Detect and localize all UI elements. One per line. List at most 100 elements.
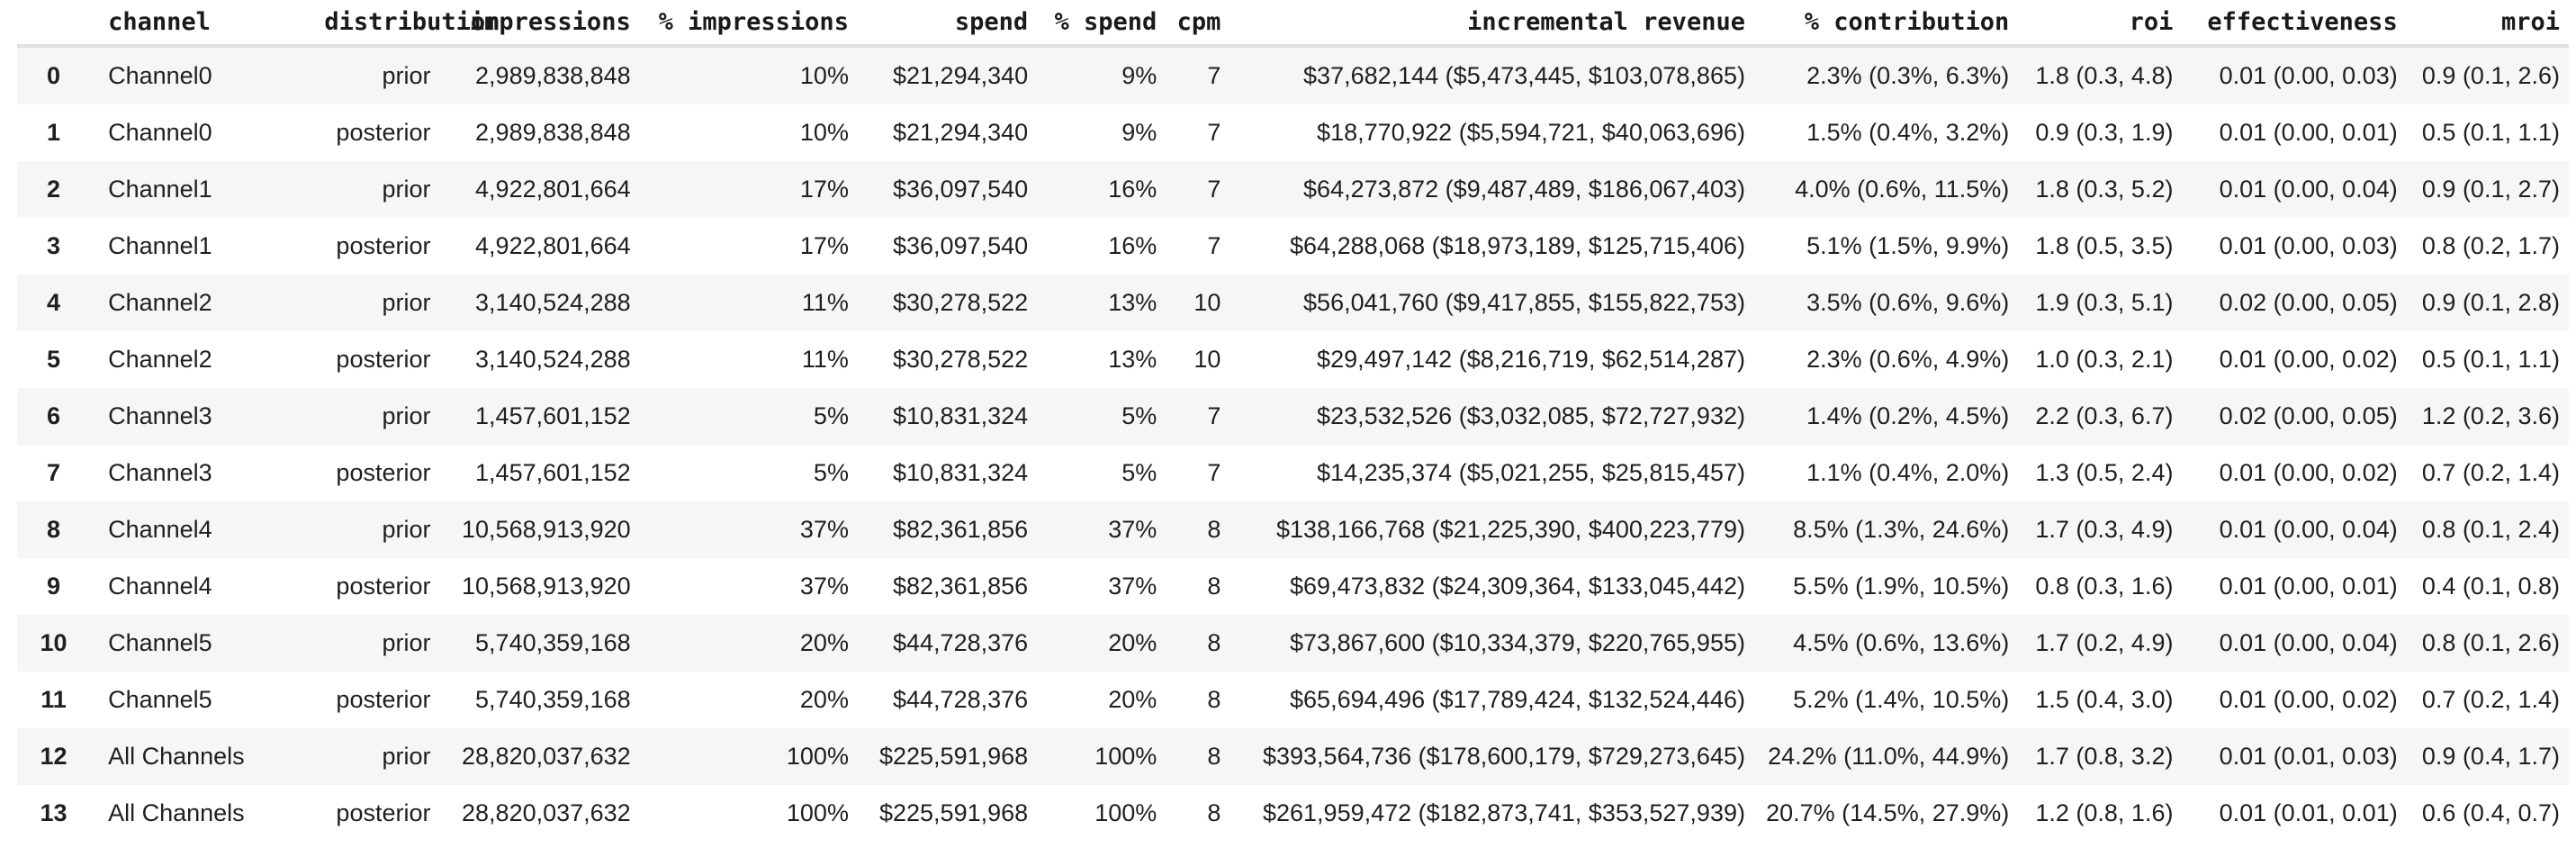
cell-cpm: 10 [1193, 346, 1221, 373]
cell-incremental_revenue: $64,273,872 ($9,487,489, $186,067,403) [1303, 176, 1745, 203]
cell-roi: 1.7 (0.2, 4.9) [2035, 629, 2174, 656]
cell-incremental_revenue: $37,682,144 ($5,473,445, $103,078,865) [1303, 62, 1745, 89]
cell-pct_contribution: 4.5% (0.6%, 13.6%) [1793, 629, 2010, 656]
cell-effectiveness: 0.01 (0.00, 0.02) [2219, 686, 2398, 713]
table-row: 6 Channel3 prior 1,457,601,152 5% $10,831,324… [17, 388, 2569, 445]
cell-impressions: 2,989,838,848 [475, 62, 631, 89]
cell-index: 9 [47, 573, 61, 600]
cell-pct_spend: 5% [1121, 459, 1157, 486]
cell-effectiveness: 0.01 (0.00, 0.03) [2219, 232, 2398, 259]
cell-roi: 1.8 (0.5, 3.5) [2035, 232, 2174, 259]
cell-pct_impressions: 5% [813, 402, 849, 429]
cell-impressions: 1,457,601,152 [475, 402, 631, 429]
cell-spend: $21,294,340 [893, 119, 1029, 146]
cell-index: 1 [47, 119, 61, 146]
cell-channel: Channel1 [108, 176, 212, 203]
cell-index: 6 [47, 402, 61, 429]
column-header-channel: channel [90, 0, 325, 48]
table-row: 1 Channel0 posterior 2,989,838,848 10% $21,29… [17, 104, 2569, 161]
cell-pct_contribution: 3.5% (0.6%, 9.6%) [1806, 289, 2010, 316]
cell-cpm: 8 [1207, 629, 1221, 656]
table-row: 3 Channel1 posterior 4,922,801,664 17% $36,09… [17, 218, 2569, 275]
cell-pct_contribution: 2.3% (0.6%, 4.9%) [1806, 346, 2010, 373]
cell-channel: Channel0 [108, 62, 212, 89]
cell-cpm: 8 [1207, 799, 1221, 826]
cell-pct_spend: 16% [1108, 176, 1157, 203]
cell-effectiveness: 0.01 (0.01, 0.01) [2219, 799, 2398, 826]
cell-distribution: prior [382, 176, 431, 203]
cell-spend: $10,831,324 [893, 459, 1029, 486]
cell-cpm: 10 [1193, 289, 1221, 316]
cell-spend: $30,278,522 [893, 289, 1029, 316]
cell-channel: Channel4 [108, 516, 212, 543]
cell-mroi: 0.7 (0.2, 1.4) [2421, 459, 2560, 486]
cell-pct_contribution: 5.2% (1.4%, 10.5%) [1793, 686, 2010, 713]
column-header-impressions: impressions [439, 0, 640, 48]
cell-roi: 1.2 (0.8, 1.6) [2035, 799, 2174, 826]
cell-roi: 1.8 (0.3, 5.2) [2035, 176, 2174, 203]
cell-roi: 1.8 (0.3, 4.8) [2035, 62, 2174, 89]
column-header-index [17, 0, 91, 48]
cell-mroi: 0.4 (0.1, 0.8) [2421, 573, 2560, 600]
cell-distribution: prior [382, 402, 431, 429]
cell-pct_impressions: 100% [786, 799, 849, 826]
cell-pct_impressions: 11% [801, 289, 849, 316]
cell-impressions: 4,922,801,664 [475, 176, 631, 203]
cell-distribution: posterior [336, 346, 431, 373]
cell-pct_impressions: 20% [799, 686, 849, 713]
cell-spend: $10,831,324 [893, 402, 1029, 429]
cell-mroi: 0.5 (0.1, 1.1) [2421, 346, 2560, 373]
cell-pct_contribution: 8.5% (1.3%, 24.6%) [1793, 516, 2010, 543]
cell-spend: $82,361,856 [893, 516, 1029, 543]
cell-mroi: 1.2 (0.2, 3.6) [2421, 402, 2560, 429]
cell-pct_impressions: 100% [786, 743, 849, 770]
cell-index: 4 [47, 289, 61, 316]
column-header-pct_contribution: % contribution [1753, 0, 2019, 48]
cell-pct_contribution: 4.0% (0.6%, 11.5%) [1795, 176, 2010, 203]
cell-cpm: 8 [1207, 573, 1221, 600]
cell-roi: 2.2 (0.3, 6.7) [2035, 402, 2174, 429]
cell-cpm: 7 [1207, 62, 1221, 89]
column-header-spend: spend [857, 0, 1038, 48]
cell-pct_contribution: 5.1% (1.5%, 9.9%) [1806, 232, 2010, 259]
cell-effectiveness: 0.01 (0.00, 0.04) [2219, 516, 2398, 543]
cell-incremental_revenue: $18,770,922 ($5,594,721, $40,063,696) [1317, 119, 1745, 146]
table-body: 0 Channel0 prior 2,989,838,848 10% $21,294,34… [17, 46, 2569, 842]
cell-impressions: 5,740,359,168 [475, 629, 631, 656]
cell-effectiveness: 0.01 (0.00, 0.03) [2219, 62, 2398, 89]
cell-effectiveness: 0.01 (0.00, 0.01) [2219, 119, 2398, 146]
cell-effectiveness: 0.01 (0.00, 0.04) [2219, 629, 2398, 656]
cell-pct_impressions: 20% [799, 629, 849, 656]
cell-incremental_revenue: $65,694,496 ($17,789,424, $132,524,446) [1290, 686, 1745, 713]
cell-roi: 1.7 (0.8, 3.2) [2035, 743, 2174, 770]
cell-index: 11 [41, 686, 67, 713]
cell-impressions: 4,922,801,664 [475, 232, 631, 259]
cell-roi: 1.5 (0.4, 3.0) [2035, 686, 2174, 713]
table-row: 13 All Channels posterior 28,820,037,632 100… [17, 785, 2569, 842]
cell-spend: $21,294,340 [893, 62, 1029, 89]
cell-mroi: 0.9 (0.1, 2.6) [2421, 62, 2560, 89]
cell-mroi: 0.5 (0.1, 1.1) [2421, 119, 2560, 146]
cell-spend: $30,278,522 [893, 346, 1029, 373]
cell-impressions: 28,820,037,632 [462, 743, 631, 770]
cell-incremental_revenue: $56,041,760 ($9,417,855, $155,822,753) [1303, 289, 1745, 316]
cell-mroi: 0.8 (0.2, 1.7) [2421, 232, 2560, 259]
table-header: channel distribution impressions% impressi… [17, 0, 2569, 48]
cell-incremental_revenue: $14,235,374 ($5,021,255, $25,815,457) [1317, 459, 1745, 486]
cell-pct_contribution: 1.4% (0.2%, 4.5%) [1806, 402, 2010, 429]
cell-spend: $36,097,540 [893, 232, 1029, 259]
cell-spend: $36,097,540 [893, 176, 1029, 203]
cell-index: 13 [40, 799, 68, 826]
cell-distribution: prior [382, 743, 431, 770]
cell-pct_impressions: 5% [813, 459, 849, 486]
cell-channel: Channel1 [108, 232, 212, 259]
cell-incremental_revenue: $261,959,472 ($182,873,741, $353,527,939… [1262, 799, 1745, 826]
cell-index: 3 [47, 232, 61, 259]
cell-index: 5 [47, 346, 61, 373]
cell-channel: Channel3 [108, 402, 212, 429]
cell-pct_impressions: 10% [799, 62, 849, 89]
column-header-incremental_revenue: incremental revenue [1229, 0, 1754, 48]
cell-impressions: 10,568,913,920 [462, 573, 631, 600]
column-header-effectiveness: effectiveness [2182, 0, 2407, 48]
cell-pct_spend: 13% [1108, 289, 1157, 316]
